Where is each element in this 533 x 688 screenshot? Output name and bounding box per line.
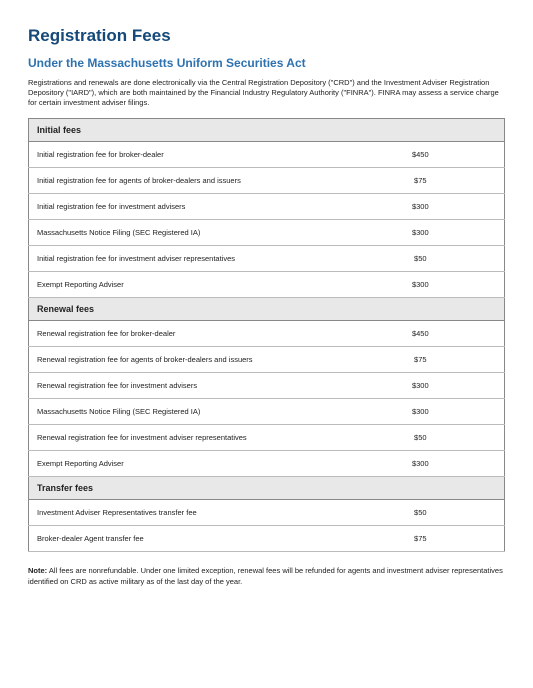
fee-label: Initial registration fee for agents of b… [29,168,305,194]
fee-row: Broker-dealer Agent transfer fee$75 [29,526,505,552]
fee-row: Renewal registration fee for investment … [29,425,505,451]
fee-row: Massachusetts Notice Filing (SEC Registe… [29,220,505,246]
section-header-cell: Renewal fees [29,298,505,321]
fee-row: Initial registration fee for agents of b… [29,168,505,194]
note-paragraph: Note: All fees are nonrefundable. Under … [28,566,505,586]
note-label: Note: [28,566,47,575]
fee-row: Renewal registration fee for agents of b… [29,347,505,373]
fee-amount: $450 [305,142,505,168]
fee-amount: $50 [305,425,505,451]
fee-label: Renewal registration fee for agents of b… [29,347,305,373]
fee-amount: $300 [305,194,505,220]
fee-row: Initial registration fee for investment … [29,246,505,272]
page-title: Registration Fees [28,26,505,46]
fee-row: Initial registration fee for investment … [29,194,505,220]
fee-label: Renewal registration fee for investment … [29,425,305,451]
fee-label: Renewal registration fee for broker-deal… [29,321,305,347]
fee-label: Massachusetts Notice Filing (SEC Registe… [29,220,305,246]
fee-row: Investment Adviser Representatives trans… [29,500,505,526]
document-page: Registration Fees Under the Massachusett… [0,0,533,688]
page-subtitle: Under the Massachusetts Uniform Securiti… [28,56,505,70]
note-text: All fees are nonrefundable. Under one li… [28,566,503,585]
fee-row: Massachusetts Notice Filing (SEC Registe… [29,399,505,425]
section-header-cell: Transfer fees [29,477,505,500]
fee-label: Initial registration fee for broker-deal… [29,142,305,168]
fee-amount: $75 [305,526,505,552]
fee-row: Renewal registration fee for investment … [29,373,505,399]
fee-label: Renewal registration fee for investment … [29,373,305,399]
fee-amount: $300 [305,373,505,399]
section-header-row: Initial fees [29,119,505,142]
fee-table: Initial feesInitial registration fee for… [28,118,505,552]
fee-table-body: Initial feesInitial registration fee for… [29,119,505,552]
fee-row: Exempt Reporting Adviser$300 [29,451,505,477]
fee-amount: $75 [305,168,505,194]
fee-amount: $300 [305,451,505,477]
fee-label: Initial registration fee for investment … [29,246,305,272]
fee-row: Initial registration fee for broker-deal… [29,142,505,168]
fee-amount: $50 [305,246,505,272]
fee-label: Broker-dealer Agent transfer fee [29,526,305,552]
section-header-row: Renewal fees [29,298,505,321]
intro-paragraph: Registrations and renewals are done elec… [28,78,505,108]
fee-amount: $300 [305,272,505,298]
fee-label: Exempt Reporting Adviser [29,272,305,298]
section-header-row: Transfer fees [29,477,505,500]
fee-label: Massachusetts Notice Filing (SEC Registe… [29,399,305,425]
fee-amount: $450 [305,321,505,347]
fee-amount: $75 [305,347,505,373]
fee-amount: $300 [305,220,505,246]
fee-label: Initial registration fee for investment … [29,194,305,220]
fee-label: Exempt Reporting Adviser [29,451,305,477]
fee-row: Renewal registration fee for broker-deal… [29,321,505,347]
fee-amount: $50 [305,500,505,526]
fee-amount: $300 [305,399,505,425]
fee-row: Exempt Reporting Adviser$300 [29,272,505,298]
fee-label: Investment Adviser Representatives trans… [29,500,305,526]
section-header-cell: Initial fees [29,119,505,142]
